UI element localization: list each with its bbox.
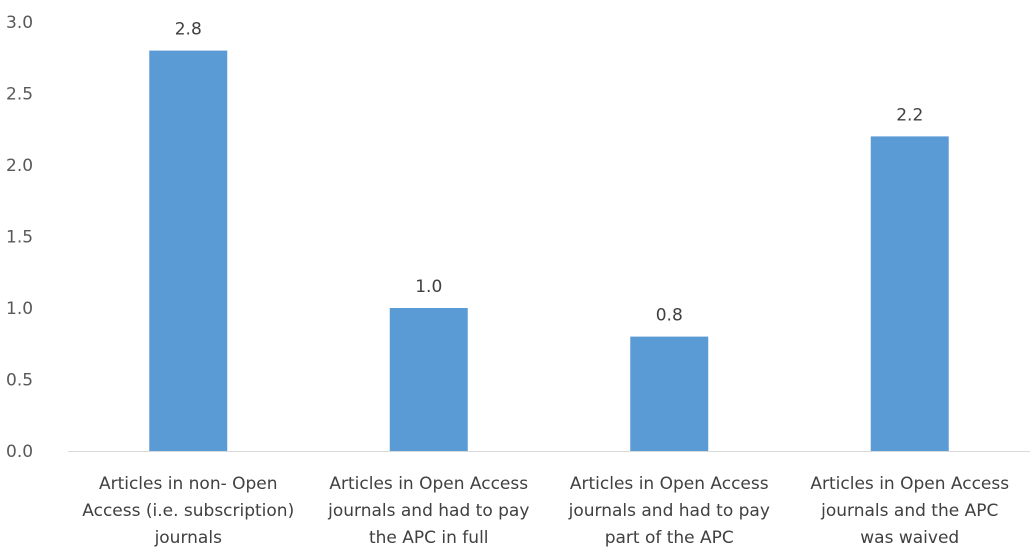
x-category-label-line: journals and had to pay bbox=[568, 501, 770, 521]
x-category-label-line: Articles in Open Access bbox=[810, 474, 1009, 494]
data-label: 2.8 bbox=[175, 20, 202, 40]
y-tick-label: 2.0 bbox=[6, 156, 33, 176]
bar bbox=[149, 50, 228, 451]
x-category-label-line: part of the APC bbox=[605, 528, 734, 548]
data-labels-group: 2.8 1.0 0.8 2.2 bbox=[175, 20, 924, 326]
x-category-label-line: Access (i.e. subscription) bbox=[82, 501, 294, 521]
x-category-label: Articles in Open Access journals and had … bbox=[568, 474, 770, 548]
x-category-label-line: Articles in Open Access bbox=[570, 474, 769, 494]
x-category-label-line: Articles in non- Open bbox=[99, 474, 278, 494]
y-tick-label: 2.5 bbox=[6, 85, 33, 105]
data-label: 1.0 bbox=[415, 277, 442, 297]
bar bbox=[870, 136, 949, 451]
x-category-label-line: was waived bbox=[860, 528, 959, 548]
x-category-label-line: journals bbox=[154, 528, 223, 548]
x-category-label-line: Articles in Open Access bbox=[329, 474, 528, 494]
x-category-label-line: journals and had to pay bbox=[327, 501, 529, 521]
y-tick-label: 0.5 bbox=[6, 371, 33, 391]
x-category-label: Articles in non- Open Access (i.e. subscr… bbox=[82, 474, 294, 548]
y-tick-label: 1.0 bbox=[6, 299, 33, 319]
bars-group bbox=[149, 50, 949, 451]
y-axis: 0.0 0.5 1.0 1.5 2.0 2.5 3.0 bbox=[6, 13, 33, 462]
y-tick-label: 0.0 bbox=[6, 442, 33, 462]
x-category-label-line: the APC in full bbox=[369, 528, 489, 548]
bar bbox=[630, 336, 709, 451]
x-axis: Articles in non- Open Access (i.e. subscr… bbox=[82, 474, 1009, 548]
x-category-label: Articles in Open Access journals and the … bbox=[810, 474, 1009, 548]
data-label: 0.8 bbox=[656, 306, 683, 326]
x-category-label-line: journals and the APC bbox=[820, 501, 998, 521]
y-tick-label: 3.0 bbox=[6, 13, 33, 33]
x-category-label: Articles in Open Access journals and had … bbox=[327, 474, 529, 548]
data-label: 2.2 bbox=[896, 105, 923, 125]
y-tick-label: 1.5 bbox=[6, 228, 33, 248]
bar bbox=[389, 308, 468, 451]
